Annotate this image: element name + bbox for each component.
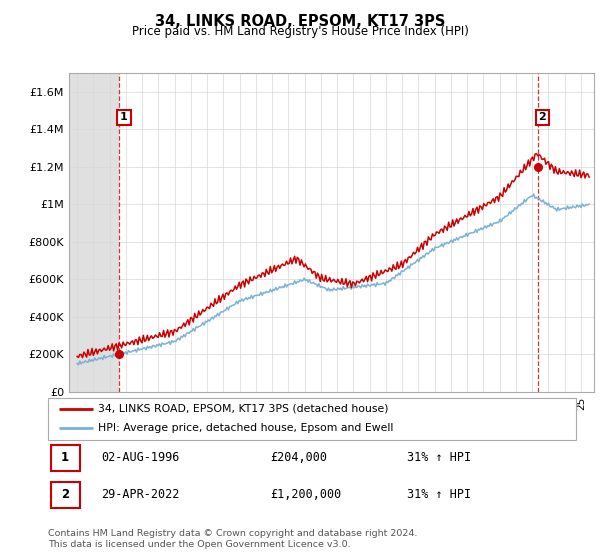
- Text: 34, LINKS ROAD, EPSOM, KT17 3PS (detached house): 34, LINKS ROAD, EPSOM, KT17 3PS (detache…: [98, 404, 389, 414]
- Text: 1: 1: [61, 451, 69, 464]
- Text: 2: 2: [539, 113, 547, 123]
- Text: £1,200,000: £1,200,000: [270, 488, 341, 501]
- Text: 02-AUG-1996: 02-AUG-1996: [101, 451, 179, 464]
- FancyBboxPatch shape: [50, 482, 80, 508]
- Text: Contains HM Land Registry data © Crown copyright and database right 2024.
This d: Contains HM Land Registry data © Crown c…: [48, 529, 418, 549]
- Text: HPI: Average price, detached house, Epsom and Ewell: HPI: Average price, detached house, Epso…: [98, 423, 394, 433]
- Text: £204,000: £204,000: [270, 451, 327, 464]
- Bar: [69, 73, 119, 392]
- FancyBboxPatch shape: [48, 398, 576, 440]
- Text: 29-APR-2022: 29-APR-2022: [101, 488, 179, 501]
- Text: Price paid vs. HM Land Registry's House Price Index (HPI): Price paid vs. HM Land Registry's House …: [131, 25, 469, 38]
- Text: 34, LINKS ROAD, EPSOM, KT17 3PS: 34, LINKS ROAD, EPSOM, KT17 3PS: [155, 14, 445, 29]
- Text: 31% ↑ HPI: 31% ↑ HPI: [407, 451, 471, 464]
- Text: 2: 2: [61, 488, 69, 501]
- Text: 31% ↑ HPI: 31% ↑ HPI: [407, 488, 471, 501]
- Text: 1: 1: [120, 113, 128, 123]
- FancyBboxPatch shape: [50, 445, 80, 471]
